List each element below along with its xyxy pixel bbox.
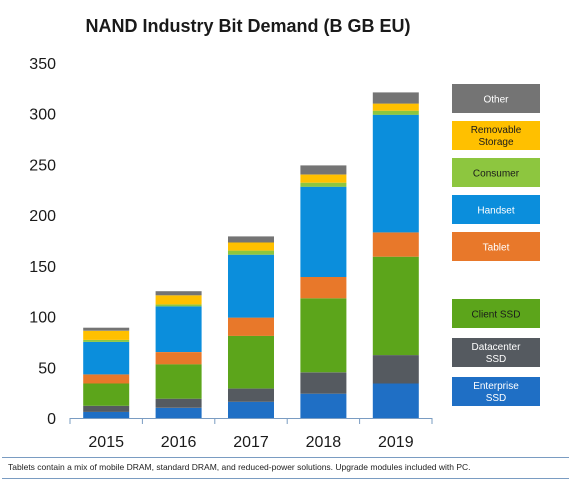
footer-top-rule <box>2 457 569 458</box>
bar-segment <box>83 383 130 406</box>
legend-label: Consumer <box>473 169 520 180</box>
bar-segment <box>372 103 419 111</box>
legend-label: SSD <box>486 354 507 365</box>
bar-segment <box>155 352 202 365</box>
legend-swatch <box>452 299 540 328</box>
bar-segment <box>228 335 274 389</box>
y-tick-label: 300 <box>29 107 56 124</box>
y-tick-label: 0 <box>47 411 56 428</box>
legend-label: Datacenter <box>472 342 522 353</box>
legend-label: Client SSD <box>472 310 521 321</box>
legend-swatch <box>452 158 540 187</box>
bar-segment <box>372 256 419 356</box>
legend-label: Removable <box>471 125 522 136</box>
y-tick-label: 200 <box>29 208 56 225</box>
legend-label: Handset <box>477 206 514 217</box>
bar-segment <box>228 317 274 336</box>
bar-segment <box>155 306 202 352</box>
bar-segment <box>372 110 419 115</box>
bar-segment <box>228 236 274 243</box>
bar-segment <box>228 388 274 402</box>
bar-segment <box>300 298 347 373</box>
bar-segment <box>372 92 419 104</box>
x-tick-label: 2017 <box>233 434 269 451</box>
bar-segment <box>83 374 130 384</box>
bar-segment <box>83 411 130 418</box>
brand-logo-fragment <box>478 480 500 486</box>
bar-segment <box>300 277 347 299</box>
y-tick-label: 150 <box>29 259 56 276</box>
bar-segment <box>372 383 419 418</box>
bar-segment <box>300 165 347 175</box>
x-tick-label: 2016 <box>161 434 197 451</box>
stacked-bar-chart: NAND Industry Bit Demand (B GB EU) 0 50 100… <box>29 16 540 451</box>
legend-swatch <box>452 338 540 367</box>
bar-segment <box>155 407 202 418</box>
legend-label: Storage <box>478 137 513 148</box>
legend-swatch <box>452 232 540 261</box>
bar-segment <box>300 182 347 187</box>
bar-segment <box>372 114 419 233</box>
y-tick-label: 50 <box>38 360 56 377</box>
bar-segment <box>83 341 130 375</box>
footer-bottom-rule <box>2 478 569 479</box>
legend-swatch <box>452 121 540 150</box>
legend-swatch <box>452 377 540 406</box>
bar-segment <box>83 405 130 412</box>
legend-label: Enterprise <box>473 381 519 392</box>
bar-segment <box>155 295 202 305</box>
bar-segment <box>83 339 130 342</box>
bar-segment <box>228 250 274 255</box>
footnote: Tablets contain a mix of mobile DRAM, st… <box>8 462 471 472</box>
x-tick-label: 2019 <box>378 434 414 451</box>
bar-segment <box>155 291 202 296</box>
bar-segment <box>300 174 347 183</box>
bar-segment <box>300 393 347 418</box>
chart-title: NAND Industry Bit Demand (B GB EU) <box>85 16 410 36</box>
bar-segment <box>228 242 274 251</box>
bar-segment <box>155 364 202 399</box>
bar-segment <box>83 327 130 331</box>
bar-segment <box>300 372 347 394</box>
bar-segment <box>155 398 202 408</box>
x-tick-label: 2015 <box>88 434 124 451</box>
legend-label: Tablet <box>483 243 510 254</box>
bar-segment <box>372 232 419 257</box>
legend-swatch <box>452 195 540 224</box>
bar-segment <box>300 186 347 277</box>
bar-segment <box>228 401 274 418</box>
x-tick-label: 2018 <box>306 434 342 451</box>
legend-swatch <box>452 84 540 113</box>
bar-segment <box>83 330 130 340</box>
y-tick-label: 100 <box>29 310 56 327</box>
bar-segment <box>372 355 419 384</box>
y-tick-label: 250 <box>29 157 56 174</box>
legend-label: Other <box>483 95 509 106</box>
bar-segment <box>155 304 202 307</box>
bar-segment <box>228 254 274 318</box>
y-tick-label: 350 <box>29 56 56 73</box>
legend-label: SSD <box>486 393 507 404</box>
